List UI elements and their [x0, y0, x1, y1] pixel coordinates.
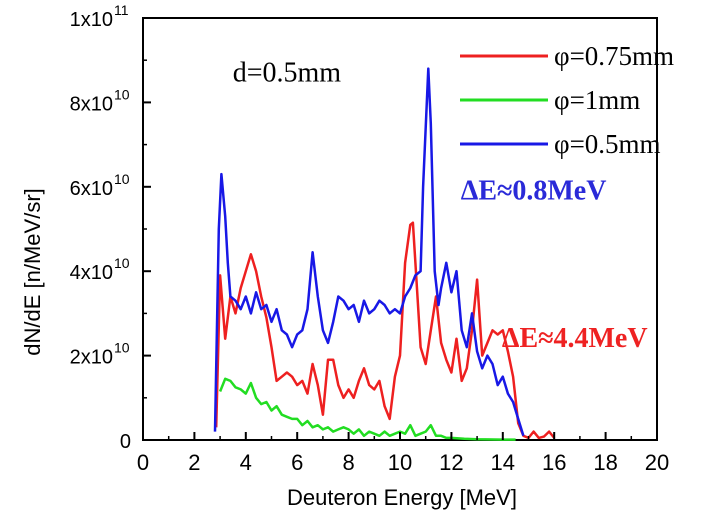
legend-label-2: φ=0.5mm: [554, 129, 661, 159]
annotation-0: d=0.5mm: [233, 57, 342, 88]
x-tick-label: 18: [593, 450, 617, 475]
y-tick-label: 4x10 10: [70, 255, 130, 284]
annotation-1: ΔE≈0.8MeV: [461, 175, 607, 206]
y-tick-mantissa: 6x10: [70, 178, 113, 200]
x-tick-label: 12: [439, 450, 463, 475]
annotations: d=0.5mm ΔE≈0.8MeV ΔE≈4.4MeV: [233, 57, 648, 354]
x-tick-label: 0: [137, 450, 149, 475]
legend-label-1: φ=1mm: [554, 85, 640, 115]
annotation-2: ΔE≈4.4MeV: [502, 323, 648, 354]
series-layer: [213, 67, 556, 441]
legend-label-0: φ=0.75mm: [554, 41, 674, 71]
series-line-0: [214, 221, 556, 440]
y-tick-exponent: 11: [114, 2, 129, 18]
series-line-1: [218, 377, 516, 441]
x-tick-label: 10: [388, 450, 412, 475]
y-tick-mantissa: 0: [120, 431, 131, 453]
x-axis-label: Deuteron Energy [MeV]: [287, 485, 517, 510]
y-tick-label: 0: [120, 431, 131, 453]
y-tick-exponent: 10: [114, 340, 130, 356]
y-tick-label: 1x10 11: [70, 2, 129, 31]
y-tick-label: 8x10 10: [70, 86, 130, 115]
legend: φ=0.75mm φ=1mm φ=0.5mm: [460, 41, 674, 159]
x-axis-ticks: 0 2 4 6 8 10 12 14 16 18 20: [137, 432, 669, 475]
y-tick-mantissa: 2x10: [70, 347, 113, 369]
x-tick-label: 8: [342, 450, 354, 475]
y-tick-mantissa: 4x10: [70, 262, 113, 284]
x-tick-label: 6: [291, 450, 303, 475]
plot-area-border: [142, 17, 658, 441]
y-tick-label: 6x10 10: [70, 171, 130, 200]
y-tick-mantissa: 1x10: [70, 9, 113, 31]
x-tick-label: 4: [240, 450, 252, 475]
y-tick-mantissa: 8x10: [70, 93, 113, 115]
x-tick-label: 16: [542, 450, 566, 475]
x-tick-label: 2: [188, 450, 200, 475]
y-tick-exponent: 10: [114, 86, 130, 102]
plot-frame: [142, 17, 658, 441]
y-tick-exponent: 10: [114, 255, 130, 271]
y-tick-exponent: 10: [114, 171, 130, 187]
x-tick-label: 14: [491, 450, 515, 475]
y-axis-label: dN/dE [n/MeV/sr]: [20, 188, 45, 356]
y-tick-label: 2x10 10: [70, 340, 130, 369]
series-line-2: [213, 67, 525, 437]
x-tick-label: 20: [645, 450, 669, 475]
